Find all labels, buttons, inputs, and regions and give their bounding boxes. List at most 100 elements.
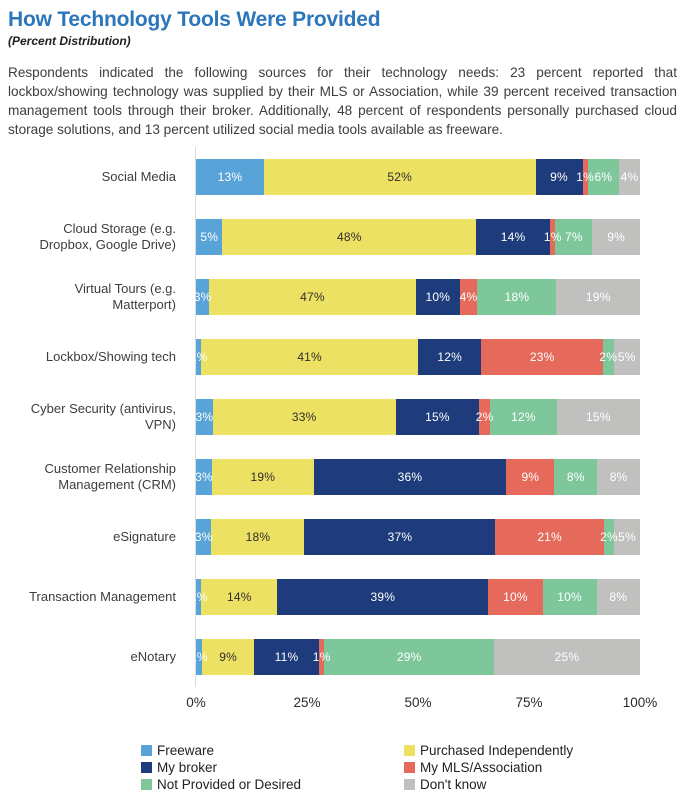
bar-segment-freeware: 5%	[196, 219, 223, 256]
bar-segment-don-t-know: 5%	[614, 519, 640, 556]
category-label: eSignature	[113, 529, 176, 545]
bar-value-label: 36%	[397, 470, 423, 485]
bar-value-label: 47%	[300, 290, 325, 305]
bar-row: eSignature 3% 18% 37% 21% 2% 5%	[8, 507, 677, 567]
bar-segment-my-mls-association: 23%	[481, 339, 603, 376]
bar-segment-my-mls-association: 21%	[495, 519, 604, 556]
bar-segment-purchased-independently: 18%	[211, 519, 305, 556]
bar-segment-don-t-know: 19%	[556, 279, 640, 316]
bar-value-label: 15%	[586, 410, 611, 425]
bar-value-label: 23%	[529, 350, 555, 365]
bar-track: 3% 33% 15% 2% 12% 15%	[195, 399, 640, 436]
bar-value-label: 15%	[425, 410, 450, 425]
bar-segment-not-provided-or-desired: 7%	[555, 219, 593, 256]
bar-value-label: 2%	[599, 350, 618, 365]
bar-segment-not-provided-or-desired: 8%	[554, 459, 598, 496]
legend-label: My broker	[157, 760, 218, 776]
legend-item: My MLS/Association	[404, 760, 677, 775]
bar-segment-my-broker: 11%	[254, 639, 319, 676]
legend-swatch-icon	[404, 745, 415, 757]
bar-value-label: 11%	[274, 650, 299, 665]
bar-value-label: 18%	[245, 530, 271, 545]
bar-value-label: 9%	[550, 170, 568, 185]
bar-value-label: 8%	[609, 470, 628, 485]
bar-track: 3% 47% 10% 4% 18% 19%	[194, 279, 640, 316]
bar-segment-don-t-know: 4%	[619, 159, 640, 196]
axis-tick-label: 75%	[515, 695, 543, 711]
bar-row: Cloud Storage (e.g. Dropbox, Google Driv…	[8, 207, 677, 267]
bar-segment-freeware: 1%	[190, 339, 207, 376]
page-title: How Technology Tools Were Provided	[8, 8, 381, 31]
bar-value-label: 13%	[217, 170, 243, 185]
bar-value-label: 37%	[387, 530, 413, 545]
legend-item: Not Provided or Desired	[141, 777, 404, 792]
legend-swatch-icon	[141, 745, 152, 757]
legend-label: Don't know	[420, 777, 487, 793]
bar-value-label: 1%	[576, 170, 594, 185]
bar-segment-purchased-independently: 52%	[263, 159, 536, 196]
chart-rows: Social Media 13% 52% 9% 1% 6% 4% Cloud Storage …	[8, 147, 677, 688]
bar-segment-purchased-independently: 47%	[209, 279, 416, 316]
legend-label: Purchased Independently	[420, 743, 574, 759]
legend-label: Not Provided or Desired	[157, 777, 302, 793]
category-label: Virtual Tours (e.g. Matterport)	[74, 281, 176, 313]
bar-segment-purchased-independently: 48%	[222, 219, 477, 256]
bar-value-label: 1%	[189, 350, 208, 365]
legend-item: My broker	[141, 760, 404, 775]
bar-value-label: 9%	[219, 650, 237, 665]
bar-value-label: 1%	[190, 650, 208, 665]
header: How Technology Tools Were Provided (Perc…	[8, 8, 677, 48]
bar-value-label: 2%	[475, 410, 494, 425]
bar-value-label: 39%	[370, 590, 396, 605]
bar-segment-my-broker: 37%	[304, 519, 496, 556]
bar-value-label: 25%	[554, 650, 580, 665]
bar-segment-my-mls-association: 2%	[476, 399, 493, 436]
bar-segment-don-t-know: 5%	[613, 339, 640, 376]
category-label: Customer Relationship Management (CRM)	[44, 461, 176, 493]
legend-item: Freeware	[141, 743, 404, 758]
bar-value-label: 2%	[600, 530, 618, 545]
bar-segment-don-t-know: 8%	[597, 459, 640, 496]
bar-value-label: 1%	[543, 230, 562, 245]
axis-tick-label: 100%	[622, 695, 658, 711]
bar-segment-freeware: 3%	[194, 279, 211, 316]
page-subtitle: (Percent Distribution)	[8, 34, 131, 49]
bar-segment-don-t-know: 25%	[493, 639, 640, 676]
bar-value-label: 19%	[585, 290, 611, 305]
bar-segment-my-broker: 15%	[395, 399, 480, 436]
bar-segment-purchased-independently: 14%	[201, 579, 278, 616]
bar-segment-not-provided-or-desired: 29%	[324, 639, 494, 676]
bar-segment-don-t-know: 8%	[596, 579, 640, 616]
bar-track: 1% 41% 12% 23% 2% 5%	[190, 339, 640, 376]
bar-track: 1% 14% 39% 10% 10% 8%	[190, 579, 640, 616]
bar-segment-don-t-know: 9%	[592, 219, 640, 256]
bar-segment-my-broker: 14%	[476, 219, 551, 256]
bar-value-label: 29%	[396, 650, 422, 665]
bar-value-label: 8%	[609, 590, 628, 605]
legend-label: My MLS/Association	[420, 760, 543, 776]
bar-value-label: 5%	[618, 530, 636, 545]
bar-row: Cyber Security (antivirus, VPN) 3% 33% 15% 2…	[8, 387, 677, 447]
bar-track: 5% 48% 14% 1% 7% 9%	[196, 219, 640, 256]
bar-value-label: 14%	[226, 590, 252, 605]
bar-row: Transaction Management 1% 14% 39% 10% 10% 8%	[8, 567, 677, 627]
bar-segment-my-broker: 39%	[277, 579, 489, 616]
bar-segment-purchased-independently: 41%	[201, 339, 418, 376]
bar-value-label: 3%	[195, 470, 213, 485]
bar-segment-not-provided-or-desired: 12%	[490, 399, 557, 436]
bar-segment-purchased-independently: 19%	[212, 459, 314, 496]
category-label: eNotary	[130, 649, 176, 665]
legend-swatch-icon	[404, 762, 415, 774]
category-label: Cloud Storage (e.g. Dropbox, Google Driv…	[39, 221, 176, 253]
bar-value-label: 52%	[387, 170, 412, 185]
bar-segment-freeware: 1%	[190, 579, 207, 616]
bar-row: eNotary 1% 9% 11% 1% 29% 25%	[8, 627, 677, 687]
bar-row: Social Media 13% 52% 9% 1% 6% 4%	[8, 147, 677, 207]
bar-value-label: 33%	[291, 410, 317, 425]
bar-segment-not-provided-or-desired: 2%	[599, 339, 617, 376]
axis-tick-label: 50%	[404, 695, 432, 711]
category-label: Transaction Management	[29, 589, 176, 605]
bar-segment-my-mls-association: 1%	[544, 219, 561, 256]
bar-value-label: 8%	[566, 470, 585, 485]
bar-segment-my-broker: 36%	[313, 459, 507, 496]
